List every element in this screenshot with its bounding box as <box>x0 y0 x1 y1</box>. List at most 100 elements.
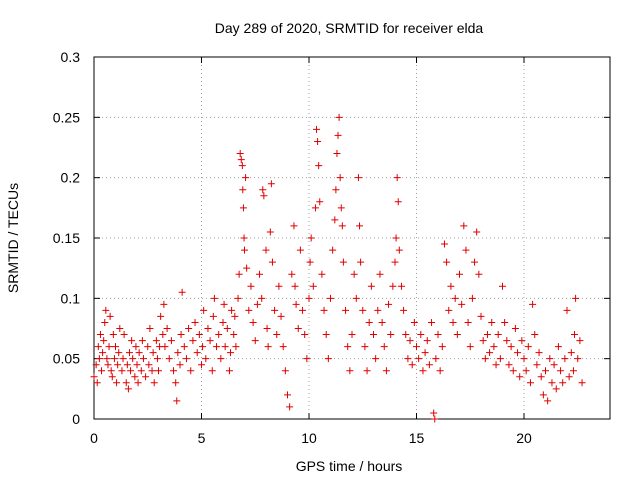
data-point <box>337 204 345 212</box>
data-point <box>316 198 324 206</box>
data-point <box>394 198 402 206</box>
data-point <box>354 174 362 182</box>
data-point <box>237 156 245 164</box>
data-point <box>535 349 543 357</box>
data-point <box>294 325 302 332</box>
data-point <box>157 312 165 320</box>
data-point <box>165 355 173 363</box>
data-point <box>413 343 420 351</box>
data-point <box>267 180 275 188</box>
data-point <box>90 373 98 381</box>
data-point <box>204 325 212 332</box>
data-point <box>103 355 111 363</box>
data-point <box>387 331 395 339</box>
data-point <box>232 343 240 351</box>
data-point <box>144 343 152 351</box>
data-point <box>116 325 124 332</box>
data-point <box>299 306 307 314</box>
data-point <box>92 361 100 369</box>
data-point <box>376 270 384 278</box>
data-point <box>238 162 246 170</box>
data-point <box>145 361 153 369</box>
data-point <box>488 318 496 326</box>
y-tick-label: 0 <box>72 411 80 427</box>
data-point <box>101 318 109 326</box>
data-point <box>155 367 162 375</box>
data-point <box>385 300 393 308</box>
data-point <box>137 367 145 375</box>
data-point <box>231 312 239 320</box>
data-point <box>240 234 248 242</box>
data-point <box>142 373 150 381</box>
data-point <box>95 355 103 363</box>
data-point <box>494 331 502 339</box>
data-point <box>100 337 108 345</box>
data-point <box>266 228 274 236</box>
data-point <box>339 258 347 266</box>
x-tick-label: 0 <box>90 430 98 446</box>
data-point <box>425 361 433 369</box>
data-point <box>483 331 491 339</box>
data-point <box>115 349 123 357</box>
data-point <box>456 270 463 278</box>
data-point <box>332 186 340 194</box>
data-point <box>486 349 494 357</box>
data-point <box>187 367 195 375</box>
data-point <box>305 294 313 302</box>
data-point <box>264 343 272 351</box>
data-point <box>118 367 126 375</box>
chart-title: Day 289 of 2020, SRMTID for receiver eld… <box>215 20 484 36</box>
data-point <box>167 337 175 345</box>
x-axis-label: GPS time / hours <box>296 458 403 474</box>
data-point <box>220 300 228 308</box>
data-point <box>473 228 481 236</box>
data-point <box>113 379 121 387</box>
data-point <box>176 361 184 369</box>
data-point <box>372 355 380 363</box>
data-point <box>464 318 472 326</box>
data-point <box>514 349 522 357</box>
data-point <box>430 409 438 417</box>
data-point <box>516 373 524 381</box>
data-point <box>134 379 142 387</box>
data-point <box>336 174 344 182</box>
data-point <box>324 355 332 363</box>
data-point <box>174 349 182 357</box>
data-point <box>501 318 509 326</box>
data-point <box>338 222 346 230</box>
plot-frame <box>93 56 611 420</box>
data-point <box>315 162 323 170</box>
data-point <box>428 318 436 326</box>
data-point <box>129 355 137 363</box>
data-markers <box>90 113 586 423</box>
data-point <box>503 337 511 345</box>
data-point <box>159 331 167 339</box>
data-point <box>572 294 580 302</box>
data-point <box>110 355 118 363</box>
data-point <box>436 367 444 375</box>
data-point <box>518 337 526 345</box>
data-point <box>565 373 573 381</box>
data-point <box>378 318 386 326</box>
data-point <box>419 367 427 375</box>
data-point <box>320 306 328 314</box>
data-point <box>260 192 268 200</box>
data-point <box>557 367 565 375</box>
data-point <box>352 294 360 302</box>
data-point <box>301 331 309 339</box>
data-point <box>522 367 530 375</box>
data-point <box>223 325 231 332</box>
data-point <box>120 331 128 339</box>
data-point <box>546 355 554 363</box>
data-point <box>334 131 342 139</box>
data-point <box>406 337 414 345</box>
data-point <box>313 125 321 133</box>
data-point <box>153 355 161 363</box>
data-point <box>163 325 171 332</box>
data-point <box>307 234 315 242</box>
data-point <box>520 355 528 363</box>
data-point <box>481 355 489 363</box>
data-point <box>122 379 130 387</box>
data-point <box>350 270 358 278</box>
data-point <box>195 331 203 339</box>
